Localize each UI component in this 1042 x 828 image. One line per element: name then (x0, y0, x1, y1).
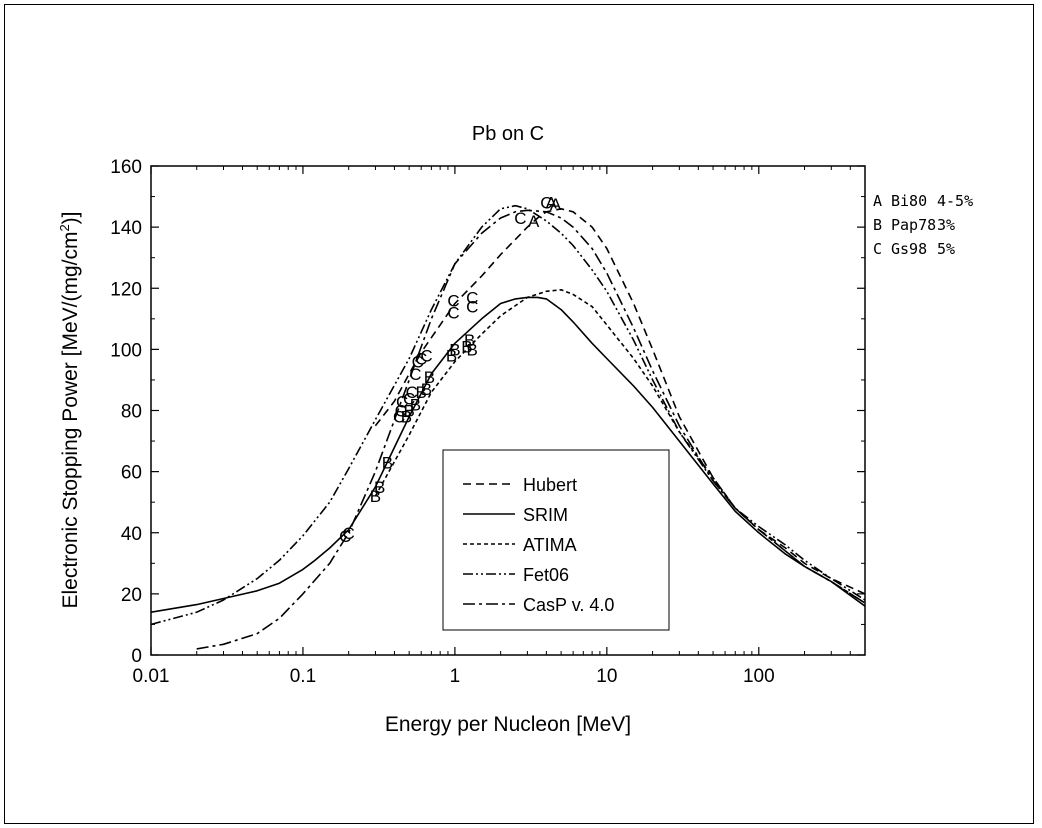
data-marker-c: C (339, 527, 351, 546)
reference-list: A Bi80 4-5% B Pap78 3% C Gs98 5% (873, 192, 973, 258)
reference-uncertainty: 3% (937, 216, 955, 234)
x-tick-label: 100 (743, 666, 775, 687)
data-marker-b: B (401, 408, 412, 427)
data-marker-b: B (382, 453, 393, 472)
reference-entry: B Pap78 3% (873, 216, 955, 234)
data-marker-b: B (424, 368, 435, 387)
y-tick-label: 80 (121, 402, 142, 423)
y-tick-label: 120 (110, 279, 142, 300)
data-marker-c: C (412, 353, 424, 372)
legend: Hubert SRIM ATIMA Fet06 CasP v. 4.0 (442, 449, 670, 631)
data-marker-c: C (415, 350, 427, 369)
x-tick-label: 0.01 (133, 666, 170, 687)
reference-code: A (873, 192, 882, 210)
data-marker-b: B (416, 383, 427, 402)
legend-label: SRIM (523, 505, 568, 525)
data-marker-c: C (409, 365, 421, 384)
reference-entry: A Bi80 4-5% (873, 192, 973, 210)
data-marker-c: C (466, 288, 478, 307)
x-tick-label: 0.1 (290, 666, 316, 687)
data-marker-c: C (393, 408, 405, 427)
reference-uncertainty: 5% (937, 240, 955, 258)
reference-name: Gs98 (891, 240, 927, 258)
chart-title: Pb on C (472, 123, 544, 145)
data-marker-c: C (540, 194, 552, 213)
y-tick-label: 0 (131, 646, 142, 667)
legend-label: Fet06 (523, 565, 569, 585)
y-axis-title-main: Electronic Stopping Power [MeV/(mg/cm (59, 232, 82, 609)
data-marker-c: C (420, 346, 432, 365)
y-axis: 0 20 40 60 80 100 120 140 160 (110, 157, 865, 667)
reference-name: Pap78 (891, 216, 936, 234)
data-marker-c: C (406, 383, 418, 402)
legend-label: CasP v. 4.0 (523, 595, 614, 615)
x-axis: 0.01 0.1 1 10 100 (133, 166, 866, 687)
data-marker-c: C (514, 209, 526, 228)
data-marker-c: C (343, 524, 355, 543)
data-marker-a: A (545, 194, 557, 213)
data-marker-c: C (395, 402, 407, 421)
data-marker-c: C (403, 389, 415, 408)
data-marker-b: B (374, 478, 385, 497)
y-tick-label: 100 (110, 340, 142, 361)
data-marker-a: A (550, 195, 562, 214)
data-marker-b: B (449, 340, 460, 359)
data-marker-c: C (447, 304, 459, 323)
data-marker-b: B (410, 395, 421, 414)
data-marker-b: B (467, 340, 478, 359)
figure-frame (4, 4, 1034, 824)
y-tick-label: 20 (121, 585, 142, 606)
data-marker-c: C (466, 298, 478, 317)
data-marker-b: B (446, 346, 457, 365)
data-marker-b: B (464, 331, 475, 350)
series-line-fet06 (151, 204, 865, 626)
series-line-atima (374, 288, 865, 604)
data-marker-b: B (370, 487, 381, 506)
data-marker-a: A (528, 212, 540, 231)
series-layer (151, 204, 865, 650)
y-tick-label: 140 (110, 218, 142, 239)
y-axis-title-end: )] (59, 211, 82, 224)
data-marker-c: C (447, 291, 459, 310)
series-line-casp-v-4-0 (196, 209, 865, 650)
data-marker-b: B (403, 402, 414, 421)
reference-name: Bi80 (891, 192, 927, 210)
y-tick-label: 40 (121, 524, 142, 545)
legend-label: Hubert (523, 475, 577, 495)
reference-code: C (873, 240, 882, 258)
x-tick-label: 10 (596, 666, 617, 687)
x-tick-label: 1 (450, 666, 461, 687)
y-tick-label: 160 (110, 157, 142, 178)
y-axis-title: Electronic Stopping Power [MeV/(mg/cm2)] (57, 211, 82, 608)
legend-box (442, 449, 670, 631)
data-marker-c: C (396, 392, 408, 411)
reference-entry: C Gs98 5% (873, 240, 955, 258)
y-tick-label: 60 (121, 463, 142, 484)
y-axis-title-superscript: 2 (57, 224, 72, 231)
x-axis-title: Energy per Nucleon [MeV] (385, 713, 631, 736)
legend-label: ATIMA (523, 535, 577, 555)
data-marker-b: B (461, 337, 472, 356)
reference-code: B (873, 216, 882, 234)
reference-uncertainty: 4-5% (937, 192, 973, 210)
data-marker-b: B (421, 380, 432, 399)
